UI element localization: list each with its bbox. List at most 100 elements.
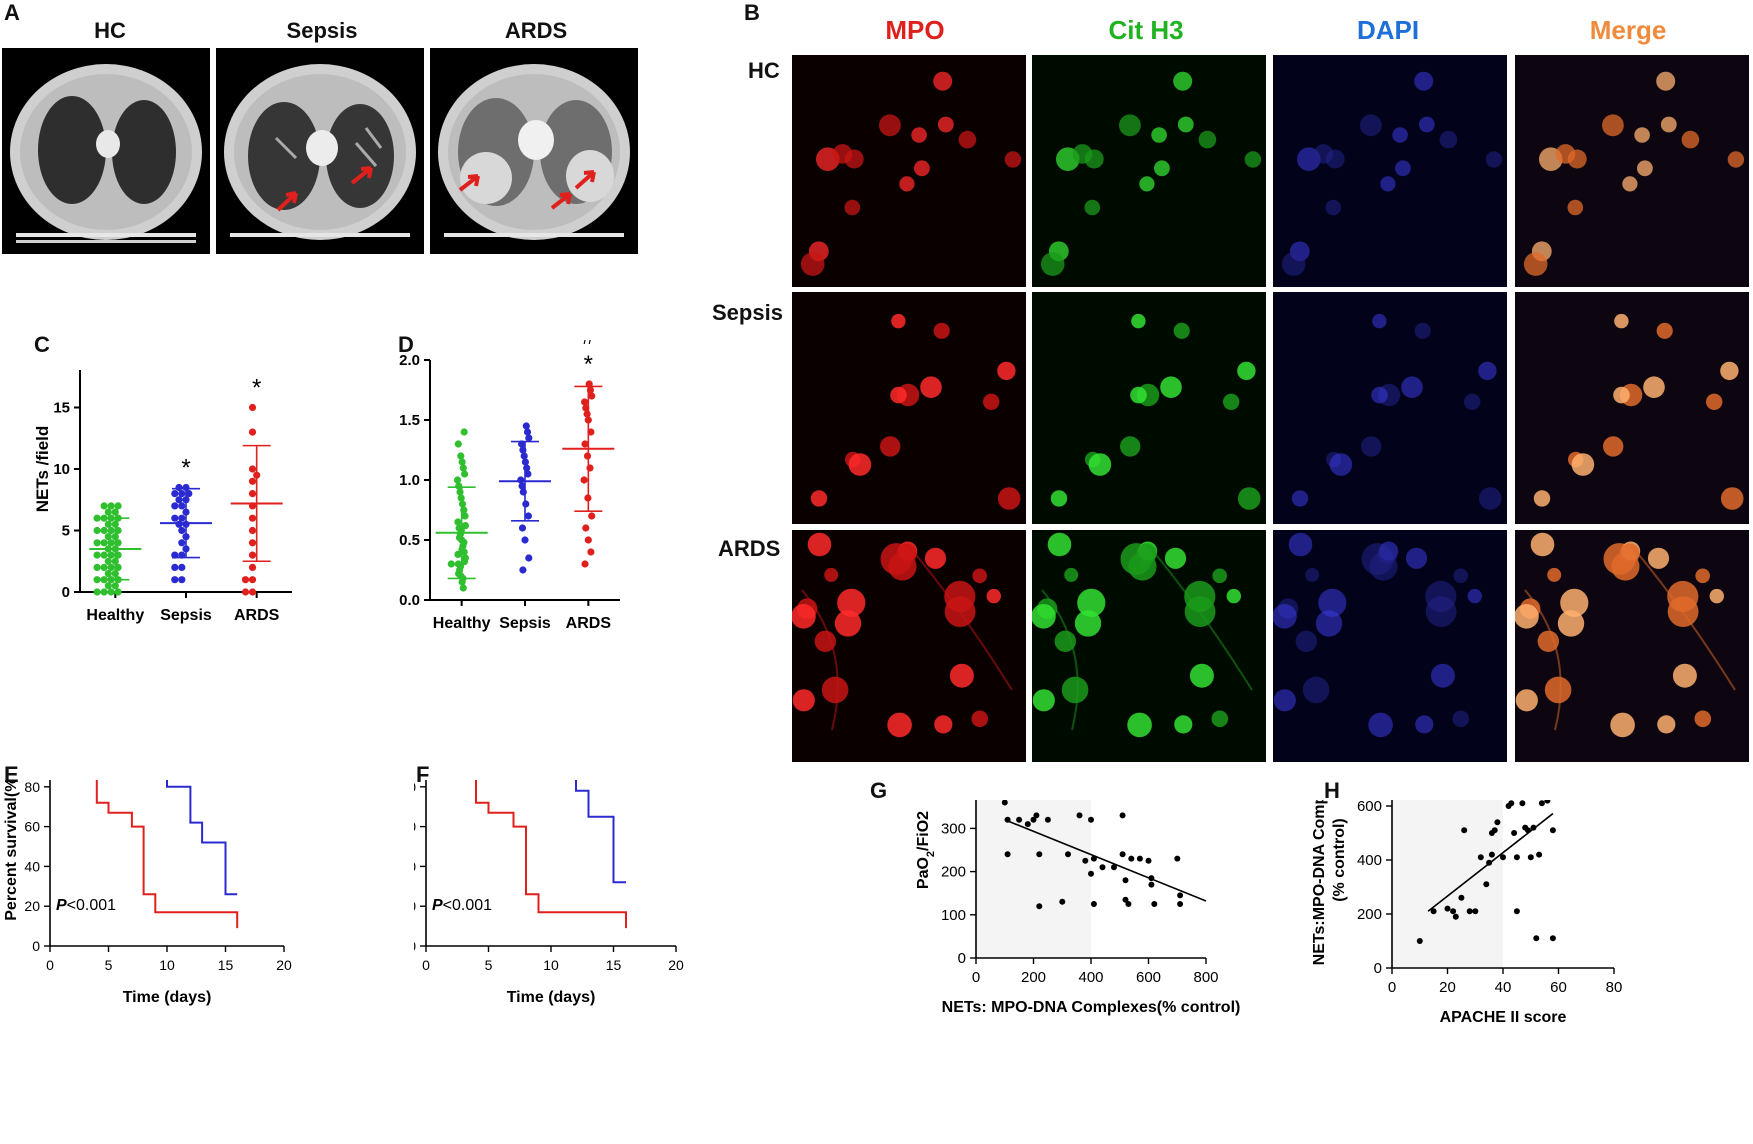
data-point	[582, 524, 590, 532]
panel-label-e: E	[4, 762, 19, 787]
data-point	[114, 551, 122, 559]
data-point	[100, 588, 108, 596]
significance-hash: #	[582, 340, 595, 349]
x-tick-label: 0	[972, 969, 980, 986]
y-tick-label: 10	[53, 461, 70, 478]
data-point	[520, 452, 528, 460]
data-point	[1044, 816, 1051, 823]
data-point	[100, 563, 108, 571]
data-point	[461, 512, 469, 520]
data-point	[100, 502, 108, 510]
data-point	[1494, 819, 1501, 826]
y-tick-label: 200	[941, 864, 966, 881]
data-point	[1549, 827, 1556, 834]
data-point	[1145, 857, 1152, 864]
chart-g-pao2-correlation: 01002003004005000200400600800r=-0.395P<0…	[915, 800, 1241, 1016]
y-tick-label: 5	[62, 523, 70, 540]
data-point	[1033, 812, 1040, 819]
y-tick-label: 80	[414, 780, 416, 795]
data-point	[107, 551, 115, 559]
data-point	[1477, 854, 1484, 861]
data-point	[1461, 827, 1468, 834]
data-point	[521, 536, 529, 544]
data-point	[522, 422, 530, 430]
data-point	[1082, 857, 1089, 864]
data-point	[518, 524, 527, 532]
data-point	[1452, 913, 1459, 920]
data-point	[1090, 901, 1097, 907]
y-tick-label: 15	[53, 400, 70, 417]
data-point	[1111, 864, 1117, 871]
x-tick-label: 10	[159, 957, 175, 973]
y-tick-label: 1.0	[399, 472, 420, 489]
data-point	[1527, 854, 1534, 861]
y-tick-label: 40	[24, 858, 40, 874]
ct-title-ards: ARDS	[504, 18, 568, 43]
data-point	[461, 554, 469, 562]
data-point	[1174, 855, 1181, 862]
data-point	[1125, 901, 1132, 907]
x-tick-label: 15	[218, 957, 234, 973]
data-point	[580, 476, 588, 484]
y-tick-label: 40	[414, 858, 416, 874]
data-point	[248, 403, 257, 412]
x-axis-label: NETs: MPO-DNA Complexes(% control)	[942, 999, 1241, 1016]
x-tick-label: 20	[668, 957, 684, 973]
data-point	[458, 458, 466, 466]
data-point	[1119, 812, 1126, 819]
y-axis-label: Percent survival(%)	[3, 780, 20, 921]
data-point	[93, 563, 101, 571]
y-tick-label: 2.0	[399, 352, 420, 369]
data-point	[114, 563, 122, 571]
data-point	[459, 464, 467, 472]
data-point	[1430, 908, 1437, 915]
data-point	[178, 526, 186, 535]
data-point	[93, 526, 101, 535]
chart-e-survival-nets: 02040608010005101520Low NETs groupHigh N…	[3, 780, 292, 1006]
data-point	[248, 551, 257, 559]
data-point	[185, 490, 193, 498]
data-point	[1538, 800, 1545, 807]
data-point	[93, 539, 101, 547]
p-value: P<0.001	[432, 897, 492, 914]
data-point	[248, 428, 257, 436]
x-tick-label: Sepsis	[160, 607, 212, 624]
data-point	[107, 588, 115, 596]
significance-star: *	[584, 351, 593, 378]
data-point	[581, 560, 589, 568]
chart-d-mpo-dna: 0.00.51.01.52.0HealthySepsisARDS*#MPO-DN…	[399, 340, 620, 632]
data-point	[111, 508, 119, 516]
data-point	[447, 560, 455, 568]
data-point	[1065, 851, 1071, 858]
ct-arrow-icon	[350, 166, 373, 185]
if-tile-hc-merge	[1515, 55, 1749, 287]
data-point	[111, 582, 119, 590]
data-point	[1444, 905, 1451, 912]
data-point	[581, 440, 589, 448]
data-point	[587, 548, 595, 556]
if-row-ards: ARDS	[718, 536, 781, 561]
y-axis-label: NETs /field	[33, 426, 52, 513]
data-point	[1151, 901, 1158, 907]
survival-curve-2	[95, 780, 239, 929]
data-point	[519, 566, 527, 574]
if-tile-sepsis-cith3	[1032, 292, 1266, 524]
x-tick-label: 0	[1388, 979, 1396, 996]
data-point	[93, 576, 101, 584]
data-point	[104, 557, 112, 565]
if-row-hc: HC	[748, 58, 780, 83]
data-point	[104, 533, 112, 541]
x-tick-label: 600	[1136, 969, 1161, 986]
data-point	[93, 551, 101, 559]
data-point	[178, 490, 186, 498]
data-point	[248, 576, 257, 584]
data-point	[457, 452, 465, 460]
if-tile-hc-dapi	[1273, 55, 1507, 287]
data-point	[248, 477, 257, 485]
data-point	[1076, 812, 1083, 819]
data-point	[248, 563, 257, 571]
panel-label-g: G	[870, 778, 888, 803]
data-point	[588, 392, 596, 400]
data-point	[171, 490, 179, 498]
data-point	[178, 539, 186, 547]
